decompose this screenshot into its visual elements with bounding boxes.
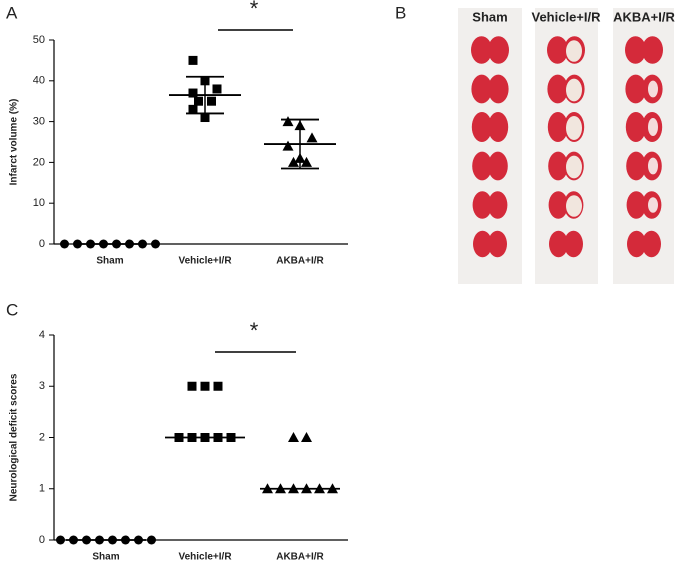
brain-slice [626, 191, 646, 219]
data-point [301, 156, 312, 167]
y-tick-label: 40 [33, 75, 45, 87]
y-axis-label: Infarct volume (%) [9, 99, 20, 186]
y-tick-label: 0 [39, 238, 45, 250]
data-point [288, 156, 299, 167]
data-point [60, 239, 69, 249]
panel-label: A [6, 3, 18, 22]
brain-slice [488, 151, 508, 181]
data-point [213, 381, 223, 391]
y-tick-label: 10 [33, 197, 45, 209]
brain-slice [488, 112, 509, 142]
data-point [56, 535, 65, 545]
y-tick-label: 50 [33, 34, 45, 46]
brain-slice [488, 74, 509, 104]
column-header: Vehicle+I/R [531, 9, 601, 24]
brain-slice [549, 230, 568, 258]
x-tick-label: Sham [96, 256, 123, 267]
brain-slice [627, 230, 646, 258]
infarct [566, 116, 582, 140]
x-tick-label: AKBA+I/R [276, 256, 324, 267]
infarct [566, 155, 582, 179]
y-tick-label: 20 [33, 156, 45, 168]
brain-slice [471, 36, 492, 64]
y-tick-label: 3 [39, 380, 45, 392]
brain-slice [547, 112, 569, 142]
brain-slice [626, 151, 646, 181]
data-point [187, 381, 197, 391]
infarct [648, 118, 658, 136]
infarct [566, 78, 582, 102]
data-point [188, 104, 198, 114]
brain-slice [472, 151, 492, 181]
y-tick-label: 1 [39, 483, 45, 495]
brain-slice [473, 230, 492, 258]
panel-label: C [6, 300, 18, 319]
brain-slice [547, 74, 568, 104]
data-point [282, 116, 294, 127]
significance-mark: * [250, 318, 259, 343]
y-tick-label: 0 [39, 534, 45, 546]
brain-slice [471, 112, 492, 142]
brain-slice [548, 191, 568, 219]
data-point [188, 88, 198, 98]
x-tick-label: AKBA+I/R [276, 552, 324, 561]
brain-slice [488, 36, 509, 64]
data-point [151, 239, 160, 249]
brain-slice [625, 112, 647, 142]
data-point [306, 132, 318, 143]
data-point [200, 381, 210, 391]
x-tick-label: Vehicle+I/R [178, 256, 232, 267]
data-point [147, 535, 156, 545]
panel-label: B [395, 3, 406, 22]
brain-panel: Sham Vehicle+I/R AKBA+I/R [458, 8, 675, 284]
data-point [282, 140, 294, 151]
brain-slice [547, 36, 568, 64]
brain-slice [564, 230, 583, 258]
data-point [194, 96, 203, 106]
brain-slice [471, 74, 493, 104]
x-tick-label: Sham [92, 552, 119, 561]
y-tick-label: 2 [39, 431, 45, 443]
brain-slice [488, 191, 508, 219]
infarct [566, 195, 582, 217]
data-point [301, 432, 312, 442]
y-axis-label: Neurological deficit scores [9, 373, 20, 501]
data-point [212, 84, 222, 94]
infarct [648, 80, 658, 98]
data-point [188, 55, 198, 65]
data-point [207, 96, 216, 106]
significance-mark: * [250, 0, 259, 21]
brain-slice [625, 74, 646, 104]
brain-slice [488, 230, 507, 258]
brain-slice [642, 230, 661, 258]
infarct [648, 157, 658, 175]
brain-slice [548, 151, 568, 181]
y-tick-label: 30 [33, 116, 45, 128]
x-tick-label: Vehicle+I/R [178, 552, 232, 561]
data-point [200, 113, 210, 123]
data-point [288, 432, 299, 442]
y-tick-label: 4 [39, 329, 45, 341]
brain-slice [472, 191, 492, 219]
brain-slice [642, 36, 663, 64]
column-header: AKBA+I/R [613, 9, 675, 24]
brain-slice [625, 36, 646, 64]
column-header: Sham [472, 9, 507, 24]
infarct [648, 197, 658, 213]
infarct [566, 40, 582, 62]
